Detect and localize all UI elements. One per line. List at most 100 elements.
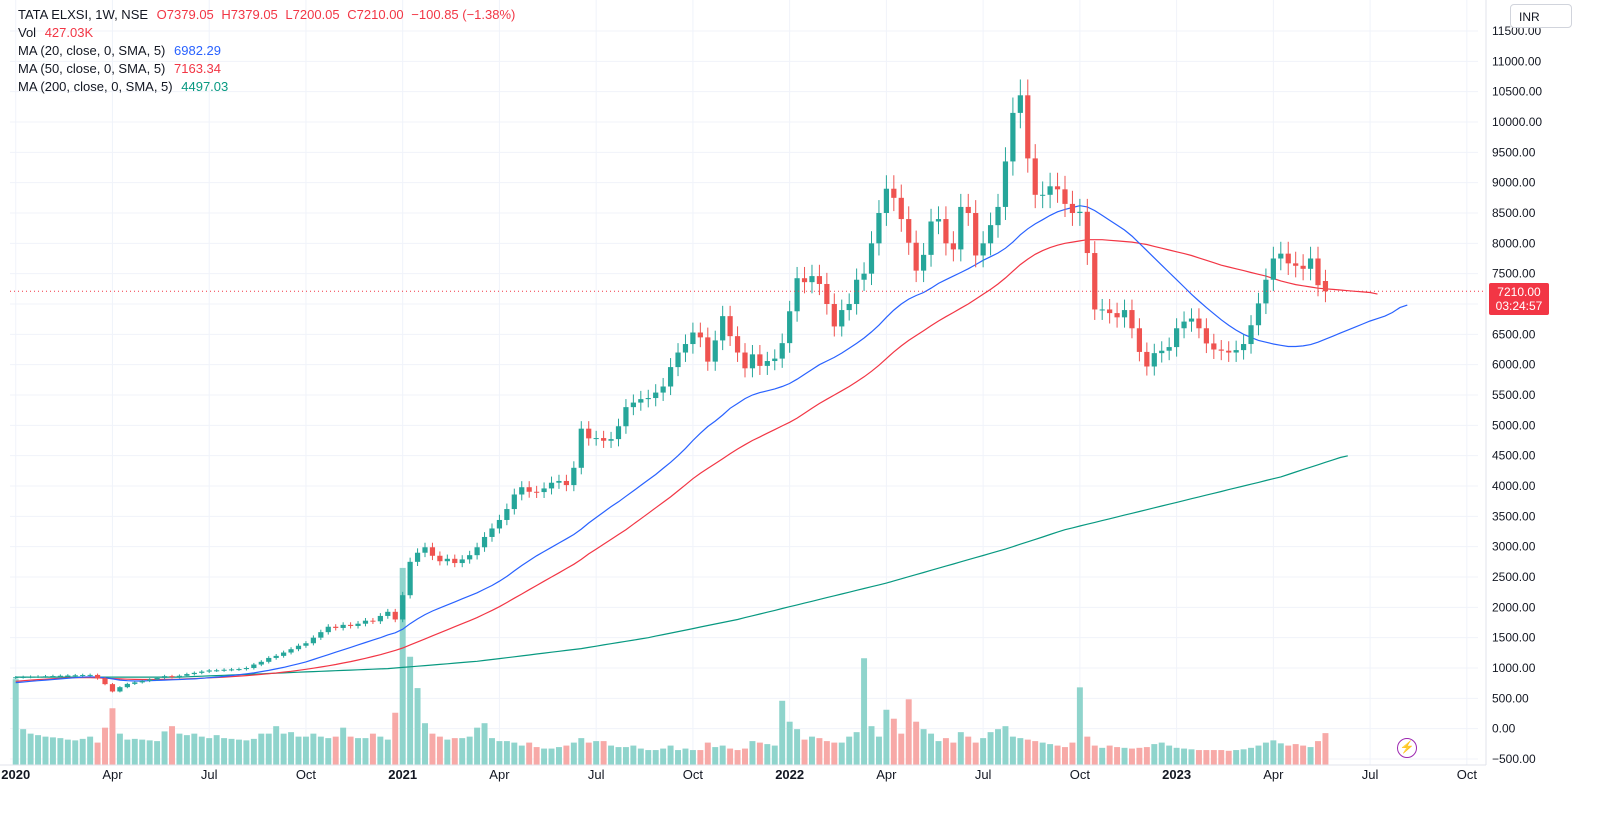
volume-bar — [87, 736, 94, 765]
volume-bar — [362, 738, 369, 765]
volume-bar — [645, 750, 652, 765]
volume-bar — [1195, 750, 1202, 765]
currency-button[interactable]: INR — [1510, 4, 1572, 28]
volume-bar — [1002, 726, 1009, 765]
volume-bar — [1084, 736, 1091, 765]
lightning-icon[interactable]: ⚡ — [1397, 738, 1417, 758]
price-axis-label: 3000.00 — [1492, 540, 1536, 554]
candle-body — [87, 674, 93, 676]
volume-bar — [786, 721, 793, 765]
volume-bar — [1166, 745, 1173, 765]
volume-bar — [169, 726, 175, 765]
volume-bar — [258, 733, 265, 765]
candle-body — [586, 428, 592, 439]
volume-bar — [295, 736, 302, 765]
candles — [13, 79, 1329, 693]
volume-bar — [183, 735, 190, 765]
volume-bar — [250, 738, 257, 765]
volume-bar — [585, 742, 592, 765]
price-axis-label: 4000.00 — [1492, 479, 1536, 493]
symbol-label[interactable]: TATA ELXSI, 1W, NSE — [18, 7, 149, 22]
volume-bar — [422, 723, 428, 765]
volume-bar — [1255, 745, 1262, 765]
candle-body — [72, 675, 78, 677]
candle-body — [281, 652, 287, 656]
high-value: H7379.05 — [221, 7, 278, 22]
volume-bar — [20, 729, 27, 765]
volume-bar — [1315, 741, 1321, 765]
volume-bar — [801, 739, 808, 765]
candle-body — [251, 664, 257, 668]
volume-bar — [1091, 745, 1098, 765]
legend-volume-row[interactable]: Vol 427.03K — [18, 24, 519, 42]
volume-bar — [102, 727, 108, 765]
candle-body — [310, 637, 316, 644]
candle-body — [1054, 186, 1061, 190]
time-axis-label: Apr — [489, 767, 510, 782]
price-axis-label: 4500.00 — [1492, 449, 1536, 463]
volume-bar — [935, 741, 942, 765]
candle-body — [80, 675, 86, 677]
volume-bar — [950, 742, 957, 765]
candle-body — [987, 225, 994, 244]
candle-body — [839, 310, 845, 327]
volume-bar — [675, 750, 682, 765]
time-axis: 2020 Apr Jul Oct 2021 Apr Jul Oct 2022 Apr Jul Oct 2… — [0, 764, 1486, 782]
candle-body — [868, 243, 875, 274]
price-axis-label: 1000.00 — [1492, 661, 1536, 675]
volume-bar — [1173, 747, 1180, 765]
ma200-polyline — [15, 455, 1348, 678]
candle-body — [459, 559, 465, 564]
volume-bar — [57, 738, 64, 765]
time-axis-label: Jul — [975, 767, 992, 782]
candle-body — [1263, 279, 1269, 304]
candle-body — [169, 676, 175, 678]
volume-bar — [139, 739, 146, 765]
legend-ma20-row[interactable]: MA (20, close, 0, SMA, 5) 6982.29 — [18, 42, 519, 60]
candle-body — [578, 428, 584, 468]
candle-body — [124, 683, 130, 688]
volume-bar — [957, 732, 964, 765]
candle-body — [854, 279, 860, 304]
candle-body — [1322, 281, 1329, 292]
price-axis-label: 10000.00 — [1492, 115, 1542, 129]
candle-body — [340, 624, 346, 628]
volume-bar — [1009, 736, 1016, 765]
candle-body — [1255, 303, 1262, 326]
candle-body — [1047, 186, 1053, 195]
ma50-line — [15, 239, 1378, 682]
candle-body — [1129, 310, 1135, 329]
candle-body — [20, 676, 26, 678]
volume-bar — [838, 742, 845, 765]
candle-body — [1121, 310, 1128, 318]
volume-bar — [563, 745, 570, 765]
candle-body — [705, 337, 711, 362]
candle-body — [1010, 112, 1016, 162]
volume-bar — [875, 736, 882, 765]
volume-bar — [496, 741, 503, 765]
volume-bar — [868, 726, 875, 765]
candle-body — [667, 367, 674, 387]
candle-body — [720, 316, 726, 341]
volume-bar — [154, 741, 161, 765]
time-axis-label: Oct — [1070, 767, 1091, 782]
volume-bar — [377, 736, 384, 765]
price-axis-label: 8000.00 — [1492, 236, 1536, 250]
candle-body — [608, 439, 614, 441]
candle-body — [824, 283, 830, 304]
legend-ma50-row[interactable]: MA (50, close, 0, SMA, 5) 7163.34 — [18, 60, 519, 78]
volume-bar — [1136, 747, 1143, 765]
volume-bar — [49, 737, 56, 765]
volume-bar — [987, 732, 994, 765]
price-axis-label: 6500.00 — [1492, 327, 1536, 341]
time-axis-label: Jul — [1362, 767, 1379, 782]
legend-ma200-row[interactable]: MA (200, close, 0, SMA, 5) 4497.03 — [18, 78, 519, 96]
bar-countdown: 03:24:57 — [1495, 299, 1543, 314]
volume-bar — [749, 741, 756, 765]
candle-body — [147, 679, 153, 681]
volume-bar — [928, 733, 935, 765]
candle-body — [995, 206, 1001, 226]
candle-body — [273, 655, 279, 658]
volume-bar — [1277, 743, 1284, 765]
